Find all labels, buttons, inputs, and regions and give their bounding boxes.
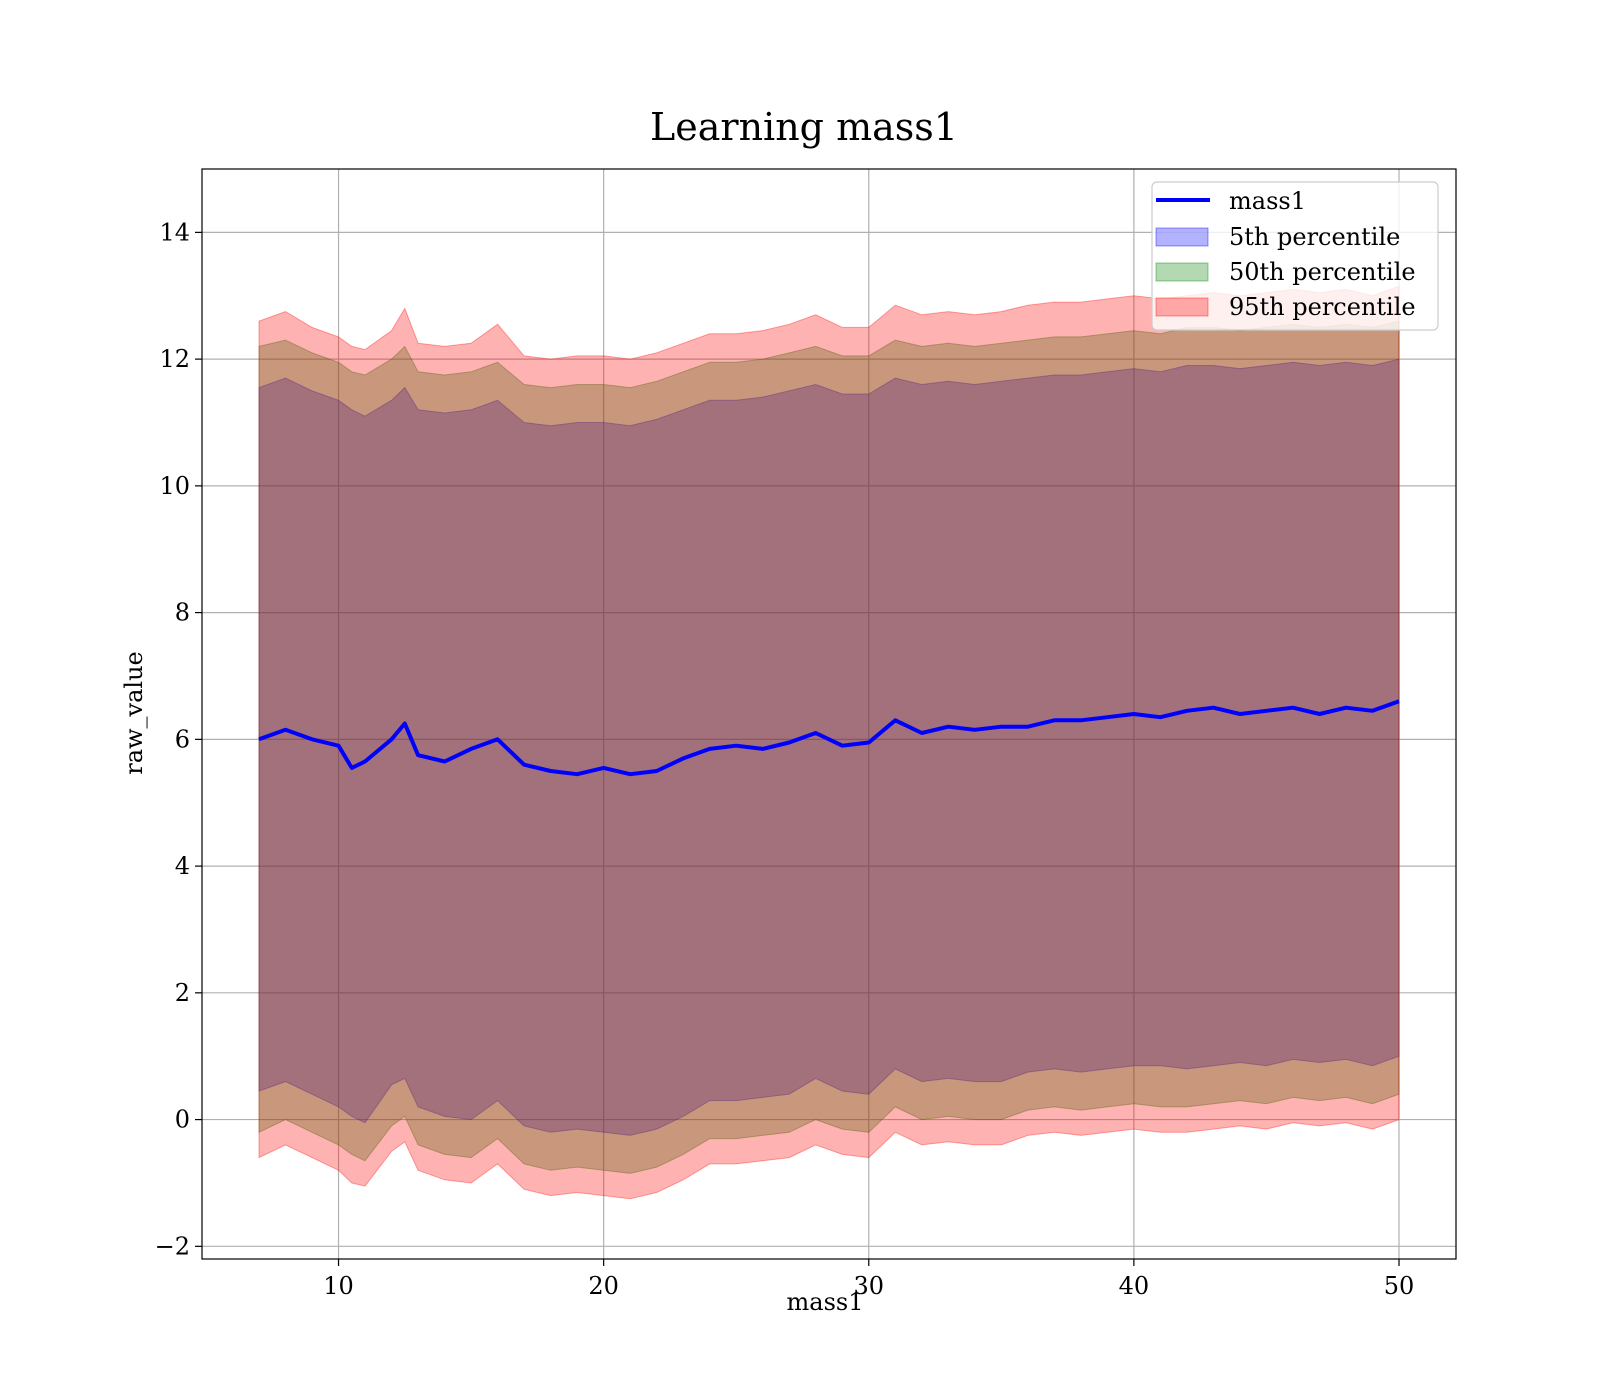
- legend-swatch-95th: [1155, 297, 1209, 317]
- legend-swatch-5th: [1155, 227, 1209, 247]
- band-50th-percentile: [258, 320, 1400, 1174]
- x-axis-ticks: 10 20 30 40 50: [323, 1259, 1414, 1300]
- y-tick-label: −2: [155, 1232, 190, 1260]
- legend-label-95th: 95th percentile: [1229, 293, 1416, 321]
- x-tick-label: 10: [323, 1272, 354, 1300]
- legend-label-5th: 5th percentile: [1229, 223, 1400, 251]
- y-tick-label: 8: [175, 599, 190, 627]
- band-95th-percentile: [258, 285, 1400, 1200]
- mass1-line-path: [258, 699, 1400, 777]
- legend-label-50th: 50th percentile: [1229, 258, 1416, 286]
- y-tick-label: 4: [175, 852, 190, 880]
- x-tick-label: 40: [1119, 1272, 1150, 1300]
- chart-title: Learning mass1: [650, 105, 958, 149]
- axes-frame: [201, 168, 1457, 1260]
- x-axis-label: mass1: [787, 1288, 864, 1316]
- x-tick-label: 30: [853, 1272, 884, 1300]
- x-tick-label: 20: [588, 1272, 619, 1300]
- legend-swatch-50th: [1155, 262, 1209, 282]
- y-tick-label: 10: [159, 472, 190, 500]
- legend-label-mass1: mass1: [1229, 187, 1306, 215]
- y-tick-label: 6: [175, 725, 190, 753]
- band-5th-percentile: [258, 358, 1400, 1136]
- y-axis-ticks: −2 0 2 4 6 8 10 12 14: [155, 218, 202, 1260]
- y-axis-label: raw_value: [120, 651, 148, 775]
- y-tick-label: 14: [159, 218, 190, 246]
- mass1-line: [258, 699, 1400, 777]
- legend: mass1 5th percentile 50th percentile 95t…: [1151, 181, 1439, 331]
- percentile-bands: [258, 285, 1400, 1200]
- plot-frame: [201, 168, 1457, 1260]
- legend-frame: [1151, 181, 1439, 331]
- y-tick-label: 12: [159, 345, 190, 373]
- y-tick-label: 0: [175, 1106, 190, 1134]
- y-tick-label: 2: [175, 979, 190, 1007]
- x-tick-label: 50: [1384, 1272, 1415, 1300]
